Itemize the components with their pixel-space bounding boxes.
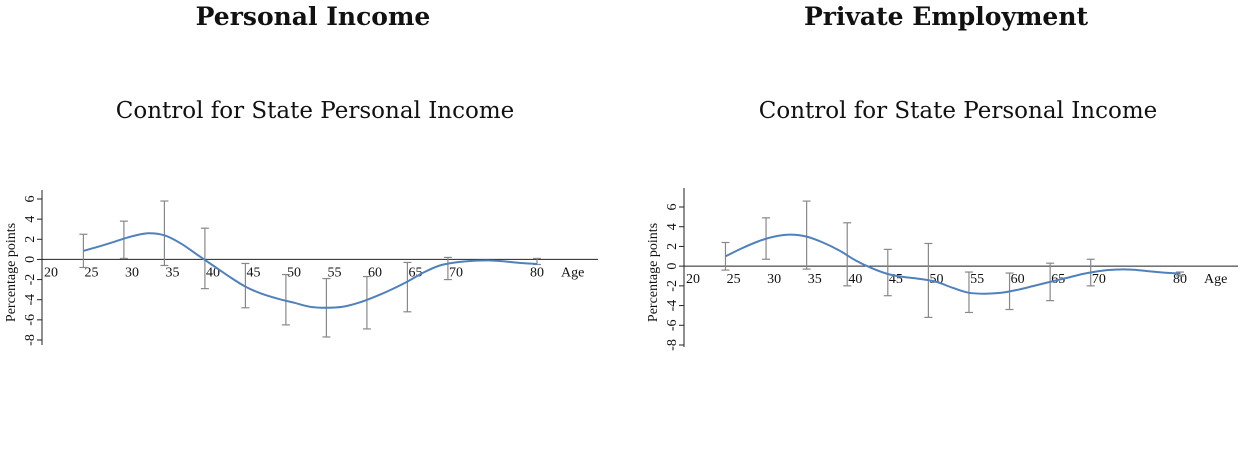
x-tick-label: 25 <box>85 265 99 280</box>
y-tick-label: 6 <box>23 196 38 203</box>
x-tick-label: 80 <box>530 265 544 280</box>
x-axis-title: Age <box>1204 272 1227 287</box>
y-tick-label: -4 <box>23 294 38 306</box>
panel-subtitle: Control for State Personal Income <box>115 98 515 124</box>
x-tick-label: 30 <box>767 272 781 287</box>
x-tick-label: 70 <box>1092 272 1106 287</box>
panel-subtitle: Control for State Personal Income <box>758 98 1158 124</box>
y-tick-label: 0 <box>665 263 680 270</box>
y-axis-title: Percentage points <box>4 223 19 322</box>
y-tick-label: -2 <box>665 280 680 292</box>
x-tick-label: 60 <box>368 265 382 280</box>
y-tick-label: 0 <box>23 256 38 263</box>
y-tick-label: -6 <box>23 314 38 326</box>
x-tick-label: 40 <box>848 272 862 287</box>
x-tick-label: 60 <box>1011 272 1025 287</box>
x-tick-label: 65 <box>409 265 423 280</box>
y-tick-label: 6 <box>665 204 680 211</box>
y-tick-label: -2 <box>23 274 38 286</box>
panel-title: Personal Income <box>195 2 431 31</box>
y-tick-label: 2 <box>665 243 680 250</box>
x-tick-label: 70 <box>449 265 463 280</box>
x-tick-label: 50 <box>930 272 944 287</box>
x-tick-label: 20 <box>44 265 58 280</box>
y-axis-title: Percentage points <box>646 223 661 322</box>
x-tick-label: 35 <box>808 272 822 287</box>
x-tick-label: 50 <box>287 265 301 280</box>
x-tick-label: 45 <box>247 265 261 280</box>
x-tick-label: 35 <box>166 265 180 280</box>
y-tick-label: 2 <box>23 236 38 243</box>
panel-title: Private Employment <box>803 2 1089 31</box>
x-tick-label: 40 <box>206 265 220 280</box>
x-tick-label: 25 <box>727 272 741 287</box>
series-line <box>83 232 538 309</box>
y-tick-label: -6 <box>665 319 680 331</box>
y-tick-label: -8 <box>665 339 680 351</box>
x-axis-title: Age <box>561 265 584 280</box>
x-tick-label: 30 <box>125 265 139 280</box>
x-tick-label: 55 <box>970 272 984 287</box>
y-tick-label: -4 <box>665 300 680 312</box>
y-tick-label: -8 <box>23 334 38 346</box>
series-line <box>725 233 1181 295</box>
y-tick-label: 4 <box>665 223 680 230</box>
x-tick-label: 20 <box>686 272 700 287</box>
y-tick-label: 4 <box>23 216 38 223</box>
x-tick-label: 55 <box>328 265 342 280</box>
